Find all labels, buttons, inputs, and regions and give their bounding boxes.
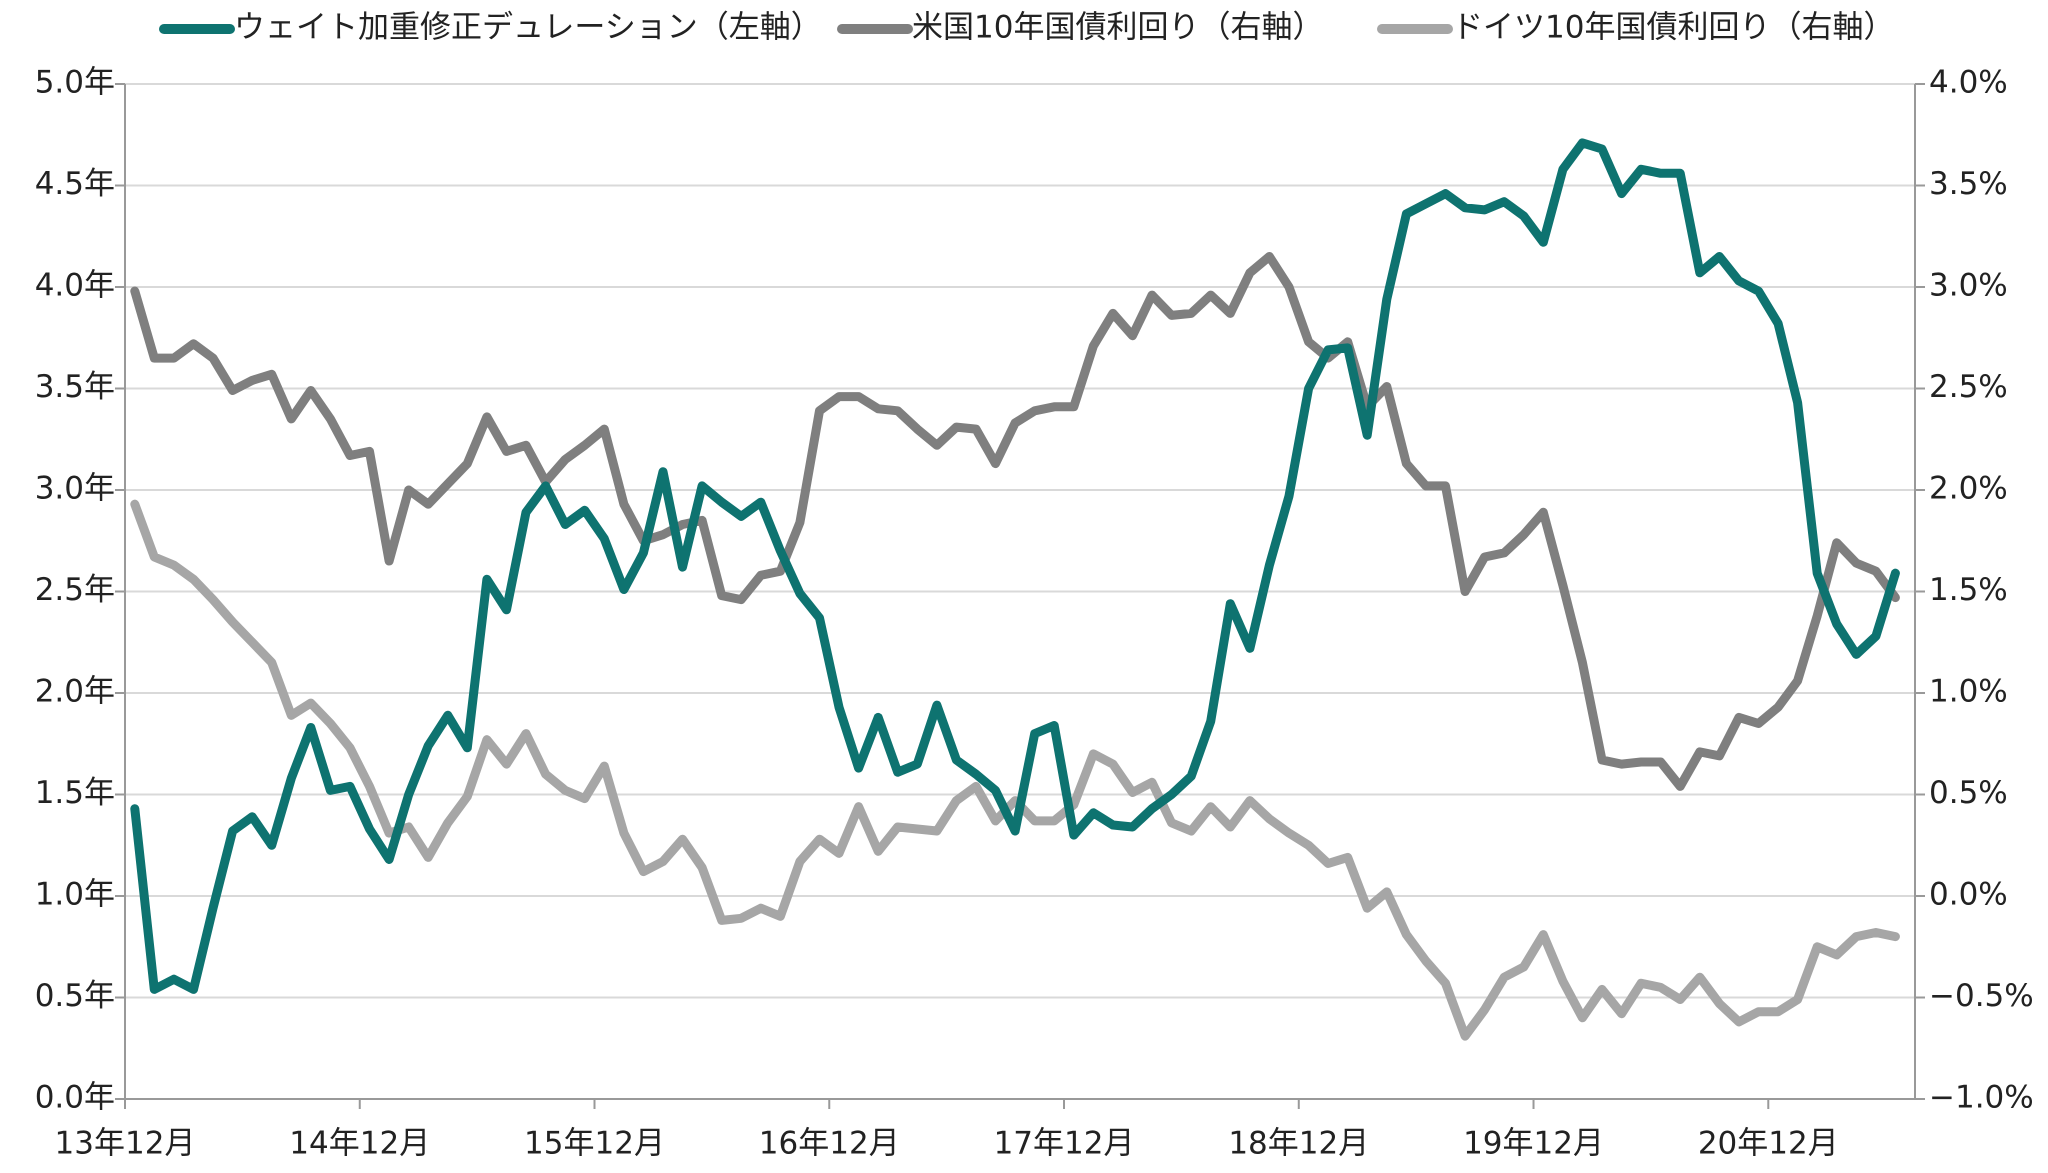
y-tick-label: 3.0年 xyxy=(35,471,115,507)
y-tick-label: 0.0年 xyxy=(35,1080,115,1116)
y-tick-label: 4.0年 xyxy=(35,268,115,304)
x-tick-label: 16年12月 xyxy=(759,1126,900,1162)
x-tick-label: 13年12月 xyxy=(55,1126,196,1162)
legend-label: ドイツ10年国債利回り（右軸） xyxy=(1452,10,1894,46)
y2-tick-label: 0.5% xyxy=(1929,775,2008,811)
y-tick-label: 2.0年 xyxy=(35,674,115,710)
y2-tick-label: 3.5% xyxy=(1929,166,2008,202)
y-tick-label: 4.5年 xyxy=(35,166,115,202)
x-tick-label: 17年12月 xyxy=(994,1126,1135,1162)
series-line xyxy=(130,499,1900,1041)
y-tick-label: 1.5年 xyxy=(35,775,115,811)
y-tick-label: 2.5年 xyxy=(35,572,115,608)
y-tick-label: 1.0年 xyxy=(35,877,115,913)
y-tick-label: 3.5年 xyxy=(35,369,115,405)
y2-tick-label: 4.0% xyxy=(1929,65,2008,101)
y-tick-label: 0.5年 xyxy=(35,978,115,1014)
x-tick-label: 19年12月 xyxy=(1463,1126,1604,1162)
y2-tick-label: 1.5% xyxy=(1929,572,2008,608)
legend-label: 米国10年国債利回り（右軸） xyxy=(912,10,1323,46)
y2-tick-label: 2.0% xyxy=(1929,471,2008,507)
y2-tick-label: 3.0% xyxy=(1929,268,2008,304)
y2-tick-label: 0.0% xyxy=(1929,877,2008,913)
x-tick-label: 14年12月 xyxy=(289,1126,430,1162)
y2-tick-label: 2.5% xyxy=(1929,369,2008,405)
y2-tick-label: −1.0% xyxy=(1929,1080,2034,1116)
y2-tick-label: 1.0% xyxy=(1929,674,2008,710)
x-tick-label: 20年12月 xyxy=(1698,1126,1839,1162)
legend-label: ウェイト加重修正デュレーション（左軸） xyxy=(234,10,822,46)
series-line xyxy=(130,252,1900,791)
y-tick-label: 5.0年 xyxy=(35,65,115,101)
series-line xyxy=(130,138,1900,994)
y2-tick-label: −0.5% xyxy=(1929,978,2034,1014)
x-tick-label: 18年12月 xyxy=(1228,1126,1369,1162)
x-tick-label: 15年12月 xyxy=(524,1126,665,1162)
